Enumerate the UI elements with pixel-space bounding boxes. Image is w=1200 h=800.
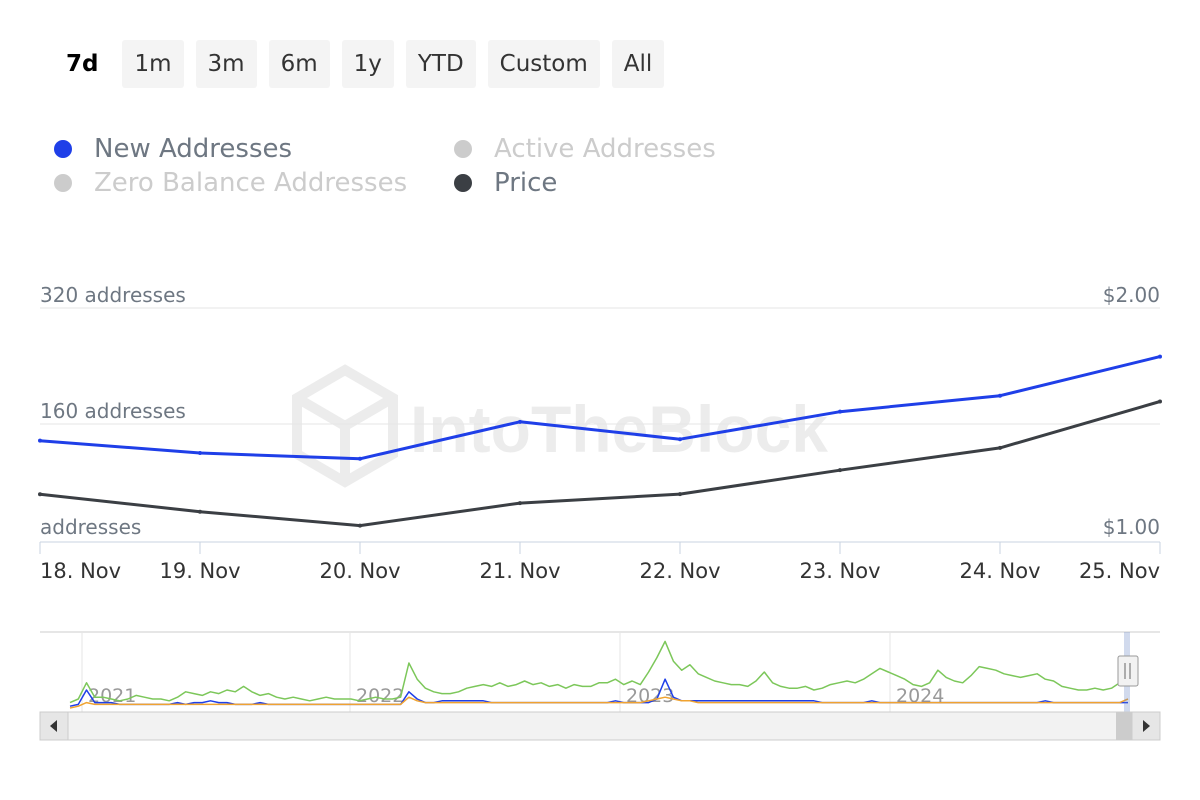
navigator-year-label: 2023 [626, 685, 674, 707]
navigator-handle[interactable] [1117, 655, 1139, 687]
data-point-price[interactable] [998, 445, 1002, 450]
range-button-ytd[interactable]: YTD [405, 40, 476, 88]
series-line-price [39, 400, 1161, 528]
legend-dot-icon [54, 140, 72, 158]
range-selector: 7d 1m 3m 6m 1y YTD Custom All [54, 40, 665, 88]
y-axis-right: $1.00 $2.00 [1103, 283, 1160, 539]
data-point-new-addresses[interactable] [838, 409, 842, 414]
x-axis-tick-label: 22. Nov [639, 559, 720, 583]
legend-label: New Addresses [94, 134, 293, 164]
scrollbar-track[interactable] [39, 711, 1161, 741]
legend-dot-icon [454, 174, 472, 192]
legend-item-new-addresses[interactable]: New Addresses [54, 132, 292, 166]
data-point-new-addresses[interactable] [198, 451, 202, 455]
x-axis: 18. Nov 19. Nov 20. Nov 21. Nov 22. Nov 23. N… [39, 541, 1161, 583]
arrow-left-icon [50, 720, 57, 732]
grid [40, 307, 1160, 425]
data-point-new-addresses[interactable] [358, 456, 362, 461]
y-left-tick-label: addresses [40, 515, 141, 539]
data-point-new-addresses[interactable] [38, 438, 42, 443]
data-point-price[interactable] [1158, 399, 1162, 404]
range-button-6m[interactable]: 6m [268, 40, 330, 88]
navigator-series-line [69, 640, 1129, 704]
scrollbar-thumb[interactable] [1116, 712, 1132, 740]
series-line-new-addresses [39, 355, 1161, 461]
data-point-price[interactable] [358, 523, 362, 528]
legend-dot-icon [454, 140, 472, 158]
y-axis-left: addresses 160 addresses 320 addresses [40, 283, 186, 539]
x-axis-tick-label: 25. Nov [1079, 559, 1160, 583]
x-axis-tick-label: 24. Nov [959, 559, 1040, 583]
data-point-price[interactable] [38, 492, 42, 497]
x-axis-tick-label: 23. Nov [799, 559, 880, 583]
x-axis-tick-label: 21. Nov [479, 559, 560, 583]
x-axis-tick-label: 18. Nov [40, 559, 121, 583]
range-button-1m[interactable]: 1m [122, 40, 184, 88]
navigator-series-line [69, 696, 1129, 709]
x-axis-tick-label: 19. Nov [159, 559, 240, 583]
navigator: 2021 2022 2023 2024 [39, 631, 1161, 741]
range-button-7d[interactable]: 7d [66, 51, 99, 77]
range-button-3m[interactable]: 3m [195, 40, 257, 88]
legend-label: Active Addresses [494, 134, 716, 164]
data-point-price[interactable] [198, 509, 202, 514]
watermark: IntoTheBlock [292, 364, 828, 488]
navigator-background [40, 632, 1160, 712]
data-point-new-addresses[interactable] [678, 437, 682, 442]
legend-label: Zero Balance Addresses [94, 168, 408, 198]
y-left-tick-label: 160 addresses [40, 399, 186, 423]
series-group [38, 354, 1162, 528]
arrow-right-icon [1143, 720, 1150, 732]
scrollbar-right-button[interactable] [1131, 711, 1161, 741]
data-point-new-addresses[interactable] [998, 393, 1002, 398]
watermark-logo-inner-icon [294, 393, 396, 432]
legend-item-zero-balance-addresses[interactable]: Zero Balance Addresses [54, 166, 407, 200]
watermark-logo-icon [292, 364, 398, 488]
y-right-tick-label: $1.00 [1103, 515, 1160, 539]
range-button-all[interactable]: All [611, 40, 665, 88]
data-point-price[interactable] [518, 501, 522, 506]
navigator-year-label: 2024 [896, 685, 944, 707]
legend-dot-icon [54, 174, 72, 192]
range-button-custom[interactable]: Custom [487, 40, 600, 88]
y-right-tick-label: $2.00 [1103, 283, 1160, 307]
legend-label: Price [494, 168, 558, 198]
legend-item-active-addresses[interactable]: Active Addresses [454, 132, 716, 166]
x-axis-tick-label: 20. Nov [319, 559, 400, 583]
navigator-year-label: 2022 [356, 685, 404, 707]
watermark-text: IntoTheBlock [410, 392, 828, 466]
range-button-1y[interactable]: 1y [341, 40, 394, 88]
data-point-new-addresses[interactable] [1158, 354, 1162, 359]
legend-item-price[interactable]: Price [454, 166, 557, 200]
y-left-tick-label: 320 addresses [40, 283, 186, 307]
navigator-year-label: 2021 [88, 685, 136, 707]
data-point-new-addresses[interactable] [518, 419, 522, 424]
data-point-price[interactable] [678, 492, 682, 497]
data-point-price[interactable] [838, 468, 842, 473]
